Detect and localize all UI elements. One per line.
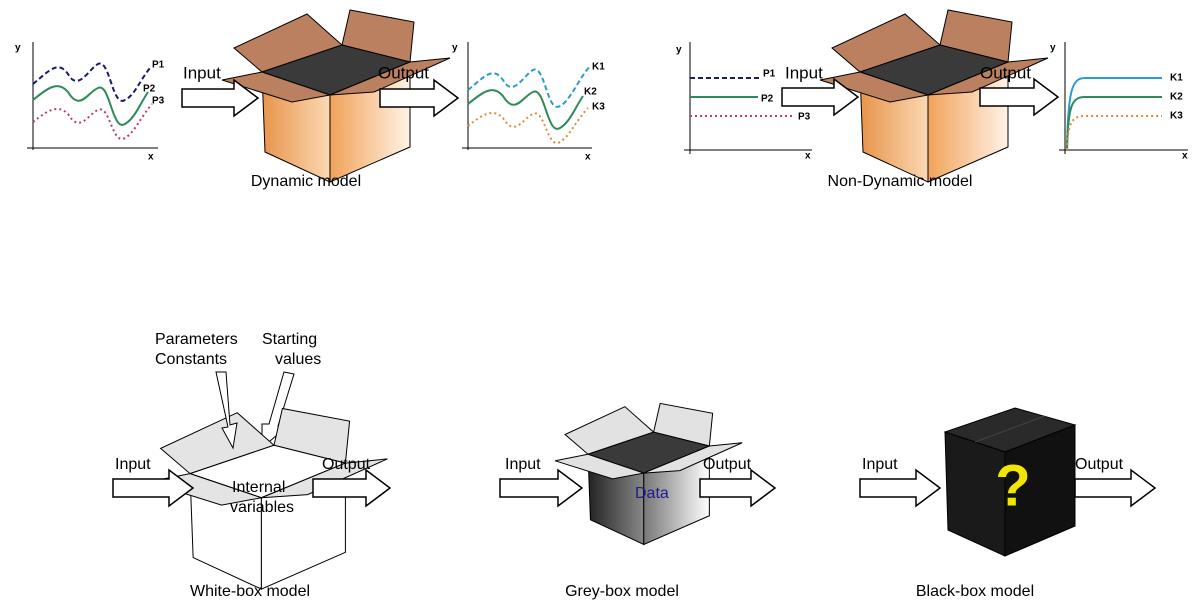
series-label: P3: [798, 112, 811, 123]
output-label: Output: [378, 63, 429, 82]
input-label: Input: [785, 63, 823, 82]
axis-label: y: [1050, 43, 1056, 54]
input-label: Input: [505, 456, 541, 473]
series-label: K2: [1170, 92, 1183, 103]
inside-label: Internal: [232, 479, 285, 496]
series-label: P2: [761, 94, 774, 105]
series-label: P1: [763, 69, 776, 80]
inside-label: variables: [230, 499, 294, 516]
param-label: Constants: [155, 351, 227, 368]
series-label: K1: [592, 62, 605, 73]
output-label: Output: [1075, 456, 1124, 473]
series-label: K3: [592, 102, 605, 113]
output-plot: [1059, 42, 1188, 154]
series-label: P3: [152, 96, 165, 107]
caption: Grey-box model: [565, 583, 679, 600]
input-plot: [27, 42, 158, 150]
series-label: K2: [584, 87, 597, 98]
series-label: K1: [1170, 73, 1183, 84]
series-label: P2: [143, 84, 156, 95]
param-label: Parameters: [155, 331, 238, 348]
arrow: [700, 470, 775, 506]
series-label: K3: [1170, 111, 1183, 122]
axis-label: x: [148, 152, 154, 163]
axis-label: x: [805, 151, 811, 162]
start-label: Starting: [262, 331, 317, 348]
inside-label: Data: [635, 485, 669, 502]
inside-label: ?: [995, 453, 1030, 518]
arrow: [500, 470, 582, 506]
axis-label: x: [1182, 151, 1188, 162]
axis-label: y: [15, 43, 21, 54]
output-label: Output: [703, 456, 752, 473]
arrow: [1075, 470, 1155, 506]
input-label: Input: [862, 456, 898, 473]
caption: Dynamic model: [251, 173, 361, 190]
input-label: Input: [183, 63, 221, 82]
axis-label: y: [452, 43, 458, 54]
arrow: [860, 470, 940, 506]
diagram: yxP1P2P3InputOutputyxK1K2K3Dynamic model…: [0, 0, 1203, 601]
caption: White-box model: [190, 583, 310, 600]
box: [555, 403, 742, 544]
series-label: P1: [152, 60, 165, 71]
caption: Black-box model: [916, 583, 1034, 600]
output-plot: [462, 42, 592, 150]
caption: Non-Dynamic model: [828, 173, 973, 190]
axis-label: x: [585, 152, 591, 163]
input-label: Input: [115, 456, 151, 473]
output-label: Output: [322, 456, 371, 473]
axis-label: y: [676, 45, 682, 56]
output-label: Output: [980, 63, 1031, 82]
start-label: values: [275, 351, 321, 368]
